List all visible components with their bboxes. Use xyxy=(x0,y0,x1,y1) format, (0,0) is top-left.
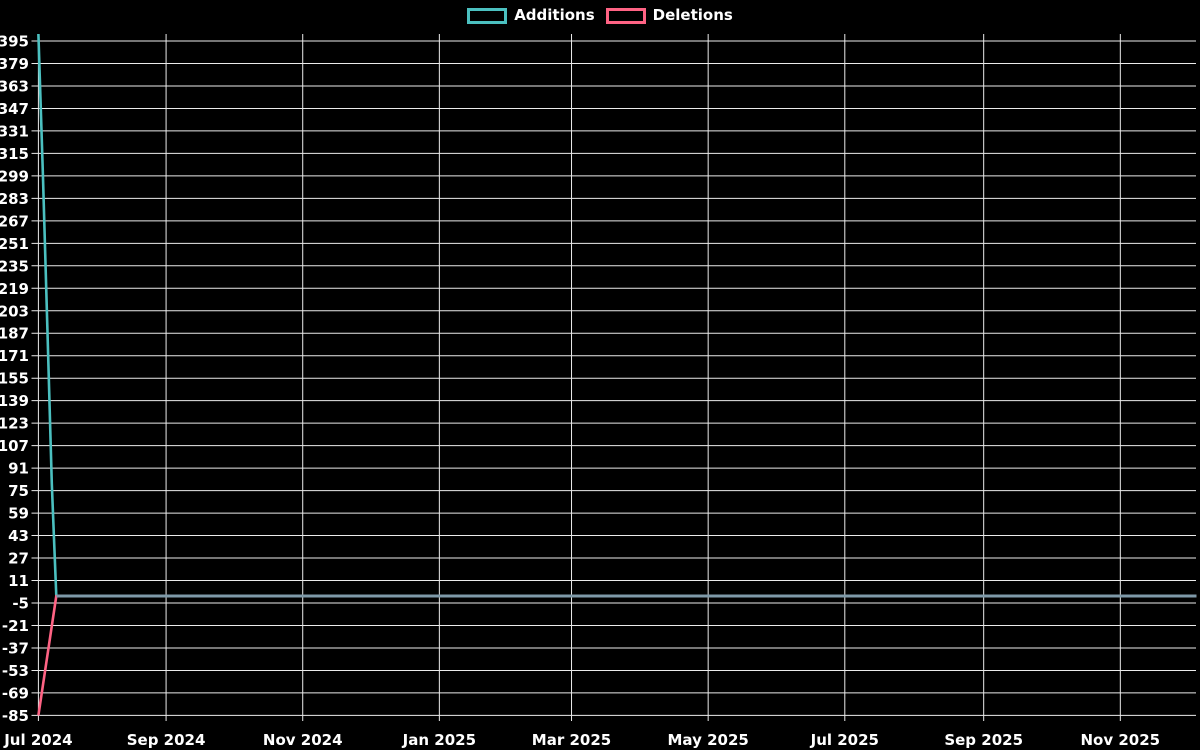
y-tick-label: -21 xyxy=(2,617,29,635)
x-tick-label: Mar 2025 xyxy=(532,731,611,749)
y-tick-label: 283 xyxy=(0,190,29,208)
x-tick-label: Jul 2024 xyxy=(3,731,72,749)
x-tick-label: Sep 2024 xyxy=(127,731,206,749)
x-tick-label: Jan 2025 xyxy=(402,731,476,749)
series-line-deletions xyxy=(37,594,1197,716)
y-tick-label: 43 xyxy=(8,527,29,545)
y-tick-label: 75 xyxy=(8,482,29,500)
y-tick-label: -69 xyxy=(2,684,29,702)
y-tick-label: 91 xyxy=(8,460,29,478)
y-tick-label: 139 xyxy=(0,392,29,410)
x-tick-label: Nov 2024 xyxy=(263,731,343,749)
y-tick-label: 315 xyxy=(0,145,29,163)
y-tick-label: -37 xyxy=(2,639,29,657)
y-tick-label: -5 xyxy=(12,595,29,613)
legend-item-deletions[interactable]: Deletions xyxy=(605,6,733,24)
legend-label-deletions: Deletions xyxy=(652,6,733,24)
y-tick-label: 203 xyxy=(0,302,29,320)
y-tick-label: 123 xyxy=(0,415,29,433)
y-tick-label: -85 xyxy=(2,707,29,725)
y-tick-label: 299 xyxy=(0,167,29,185)
chart-legend: Additions Deletions xyxy=(0,7,1200,24)
y-tick-label: 187 xyxy=(0,325,29,343)
y-tick-label: 235 xyxy=(0,257,29,275)
y-tick-label: 11 xyxy=(8,572,29,590)
y-tick-label: -53 xyxy=(2,662,29,680)
legend-item-additions[interactable]: Additions xyxy=(467,6,595,24)
y-tick-label: 219 xyxy=(0,280,29,298)
x-tick-label: Jul 2025 xyxy=(810,731,879,749)
y-tick-label: 27 xyxy=(8,550,29,568)
x-tick-label: May 2025 xyxy=(667,731,748,749)
y-tick-label: 171 xyxy=(0,347,29,365)
legend-label-additions: Additions xyxy=(514,6,595,24)
y-tick-label: 363 xyxy=(0,77,29,95)
y-tick-label: 331 xyxy=(0,122,29,140)
y-tick-label: 395 xyxy=(0,33,29,51)
y-tick-label: 267 xyxy=(0,212,29,230)
y-tick-label: 379 xyxy=(0,55,29,73)
series-line-additions xyxy=(37,33,1197,598)
y-tick-label: 107 xyxy=(0,437,29,455)
deletions-swatch-icon xyxy=(605,7,646,24)
y-tick-label: 251 xyxy=(0,235,29,253)
y-tick-label: 155 xyxy=(0,370,29,388)
additions-swatch-icon xyxy=(467,7,508,24)
x-tick-label: Sep 2025 xyxy=(944,731,1023,749)
y-tick-label: 347 xyxy=(0,100,29,118)
y-tick-label: 59 xyxy=(8,505,29,523)
x-tick-label: Nov 2025 xyxy=(1081,731,1161,749)
